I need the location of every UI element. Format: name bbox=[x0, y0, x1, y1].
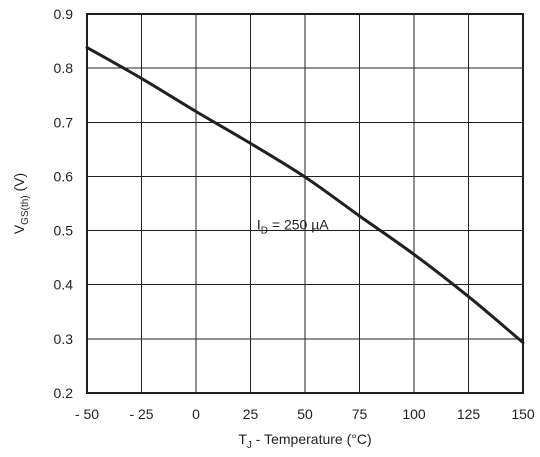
x-tick-label: 25 bbox=[243, 406, 259, 422]
y-tick-label: 0.2 bbox=[54, 385, 74, 401]
y-tick-label: 0.6 bbox=[54, 168, 74, 184]
grid bbox=[87, 14, 523, 393]
plot-frame bbox=[86, 13, 524, 394]
x-tick-label: 100 bbox=[402, 406, 426, 422]
y-tick-label: 0.9 bbox=[54, 6, 74, 22]
y-tick-label: 0.4 bbox=[54, 277, 74, 293]
x-axis-title-rest: - Temperature (°C) bbox=[252, 431, 372, 447]
x-tick-label: 50 bbox=[297, 406, 313, 422]
series-line-0 bbox=[85, 46, 525, 345]
x-axis-title-subscript: J bbox=[247, 440, 252, 451]
y-axis-title-main: V bbox=[11, 224, 27, 234]
y-tick-label: 0.8 bbox=[54, 60, 74, 76]
id-annotation-subscript: D bbox=[261, 225, 268, 236]
y-axis-title-subscript: GS(th) bbox=[20, 195, 31, 224]
plot-area bbox=[85, 46, 525, 345]
y-axis-title: VGS(th) (V) bbox=[11, 173, 31, 234]
y-tick-label: 0.5 bbox=[54, 223, 74, 239]
id-annotation-rest: = 250 µA bbox=[268, 216, 329, 232]
y-tick-label: 0.3 bbox=[54, 331, 74, 347]
x-tick-label: - 50 bbox=[75, 406, 99, 422]
id-annotation-main: I bbox=[257, 216, 261, 232]
x-tick-labels: - 50 - 25 0 25 50 75 100 125 150 bbox=[75, 406, 535, 422]
y-axis-title-rest: (V) bbox=[11, 173, 27, 196]
x-tick-label: 0 bbox=[192, 406, 200, 422]
x-tick-label: 125 bbox=[457, 406, 481, 422]
x-axis-title: TJ - Temperature (°C) bbox=[238, 431, 371, 451]
x-tick-label: 150 bbox=[511, 406, 535, 422]
y-tick-labels: 0.2 0.3 0.4 0.5 0.6 0.7 0.8 0.9 bbox=[54, 6, 74, 401]
x-axis-title-main: T bbox=[238, 431, 247, 447]
id-annotation: ID = 250 µA bbox=[257, 216, 329, 236]
y-tick-label: 0.7 bbox=[54, 114, 74, 130]
x-tick-label: 75 bbox=[352, 406, 368, 422]
x-tick-label: - 25 bbox=[129, 406, 153, 422]
